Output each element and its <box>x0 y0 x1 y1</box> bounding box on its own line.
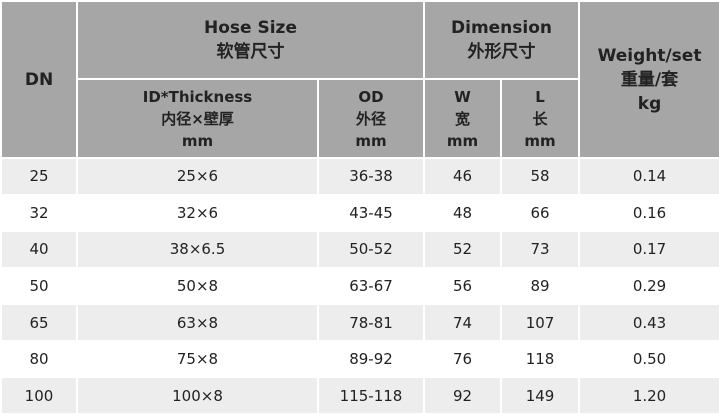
table-cell: 40 <box>0 230 78 269</box>
table-cell: 50 <box>0 266 78 306</box>
table-cell: 66 <box>499 193 581 233</box>
header-cell: ID*Thickness 内径×壁厚 mm <box>76 78 319 159</box>
table-cell: 43-45 <box>317 193 425 233</box>
table-cell: 56 <box>423 266 502 306</box>
header-text: mm <box>181 131 214 150</box>
header-cell: DN <box>0 0 78 159</box>
table-cell: 0.17 <box>578 230 719 269</box>
table-cell: 65 <box>0 303 78 342</box>
table-cell: 92 <box>423 376 502 415</box>
header-text: 宽 <box>454 109 470 128</box>
table-cell: 63-67 <box>317 266 425 306</box>
table-cell: 58 <box>499 157 581 196</box>
table-cell: 89-92 <box>317 339 425 379</box>
table-cell: 115-118 <box>317 376 425 415</box>
table-row: 65 63×8 78-81 74 107 0.43 <box>0 303 719 342</box>
header-text: mm <box>446 131 479 150</box>
table-cell: 50×8 <box>76 266 319 306</box>
table-cell: 100×8 <box>76 376 319 415</box>
table-cell: 46 <box>423 157 502 196</box>
table-cell: 1.20 <box>578 376 719 415</box>
header-text: mm <box>355 131 387 150</box>
table-cell: 52 <box>423 230 502 269</box>
table-cell: 25×6 <box>76 157 319 196</box>
table-row: 40 38×6.5 50-52 52 73 0.17 <box>0 230 719 269</box>
table-cell: 25 <box>0 157 78 196</box>
table-cell: 0.50 <box>578 339 719 379</box>
header-cell: Hose Size 软管尺寸 <box>76 0 425 80</box>
table-row: 80 75×8 89-92 76 118 0.50 <box>0 339 719 379</box>
header-text: 长 <box>532 109 548 128</box>
table-cell: 38×6.5 <box>76 230 319 269</box>
header-cell: Weight/set 重量/套 kg <box>578 0 719 159</box>
header-text: 内径×壁厚 <box>161 109 234 128</box>
table-cell: 48 <box>423 193 502 233</box>
table-cell: 78-81 <box>317 303 425 342</box>
header-cell: OD 外径 mm <box>317 78 425 159</box>
header-cell: Dimension 外形尺寸 <box>422 0 581 80</box>
table-cell: 107 <box>499 303 581 342</box>
header-cell: L 长 mm <box>499 78 581 159</box>
header-text: L <box>535 87 545 106</box>
table-row: 32 32×6 43-45 48 66 0.16 <box>0 193 719 233</box>
table-cell: 74 <box>423 303 502 342</box>
table-cell: 0.43 <box>578 303 719 342</box>
table-cell: 149 <box>499 376 581 415</box>
header-text: Weight/set <box>597 45 702 66</box>
header-text: mm <box>524 131 556 150</box>
table-cell: 73 <box>499 230 581 269</box>
table-cell: 32×6 <box>76 193 319 233</box>
table-cell: 89 <box>499 266 581 306</box>
header-text: 外形尺寸 <box>467 42 536 62</box>
table-cell: 76 <box>423 339 502 379</box>
table-cell: 63×8 <box>76 303 319 342</box>
header-text: 外径 <box>355 109 386 128</box>
table-row: 25 25×6 36-38 46 58 0.14 <box>0 157 719 196</box>
table-cell: 0.16 <box>578 193 719 233</box>
header-text: W <box>454 87 471 106</box>
header-cell: W 宽 mm <box>423 78 502 159</box>
table-cell: 80 <box>0 339 78 379</box>
table-cell: 118 <box>499 339 581 379</box>
table-row: 100 100×8 115-118 92 149 1.20 <box>0 376 719 415</box>
table-cell: 0.14 <box>578 157 719 196</box>
header-text: 重量/套 <box>620 69 679 90</box>
table-cell: 75×8 <box>76 339 319 379</box>
table-cell: 100 <box>0 376 78 415</box>
table-cell: 32 <box>0 193 78 233</box>
table-cell: 50-52 <box>317 230 425 269</box>
header-text: ID*Thickness <box>142 87 253 106</box>
table-cell: 36-38 <box>317 157 425 196</box>
header-text: kg <box>637 93 662 114</box>
table-row: 50 50×8 63-67 56 89 0.29 <box>0 266 719 306</box>
header-text: Dimension <box>451 18 553 38</box>
header-text: Hose Size <box>204 18 297 38</box>
table-body: 25 25×6 36-38 46 58 0.14 32 32×6 43-45 48 66 0.16 40… <box>0 157 719 415</box>
header-text: OD <box>358 87 384 106</box>
header-text: 软管尺寸 <box>216 42 285 62</box>
table-cell: 0.29 <box>578 266 719 306</box>
